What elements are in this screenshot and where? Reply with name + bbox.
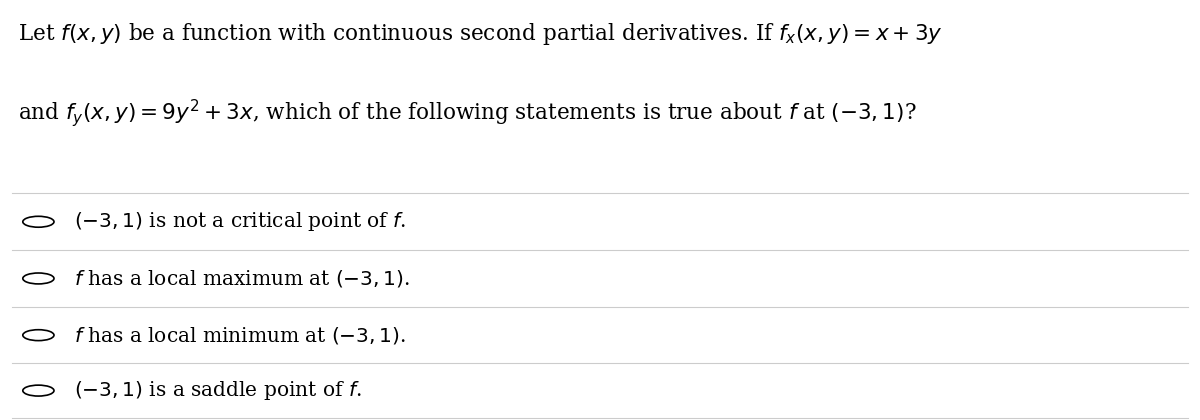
Text: Let $f(x, y)$ be a function with continuous second partial derivatives. If $f_x(: Let $f(x, y)$ be a function with continu… [18,21,943,47]
Text: $f$ has a local maximum at $(-3, 1)$.: $f$ has a local maximum at $(-3, 1)$. [74,268,410,289]
Text: $f$ has a local minimum at $(-3, 1)$.: $f$ has a local minimum at $(-3, 1)$. [74,325,407,346]
Text: and $f_y(x, y) = 9y^2 + 3x$, which of the following statements is true about $f$: and $f_y(x, y) = 9y^2 + 3x$, which of th… [18,97,917,129]
Text: $(-3, 1)$ is not a critical point of $f$.: $(-3, 1)$ is not a critical point of $f$… [74,210,407,233]
Text: $(-3, 1)$ is a saddle point of $f$.: $(-3, 1)$ is a saddle point of $f$. [74,379,362,402]
